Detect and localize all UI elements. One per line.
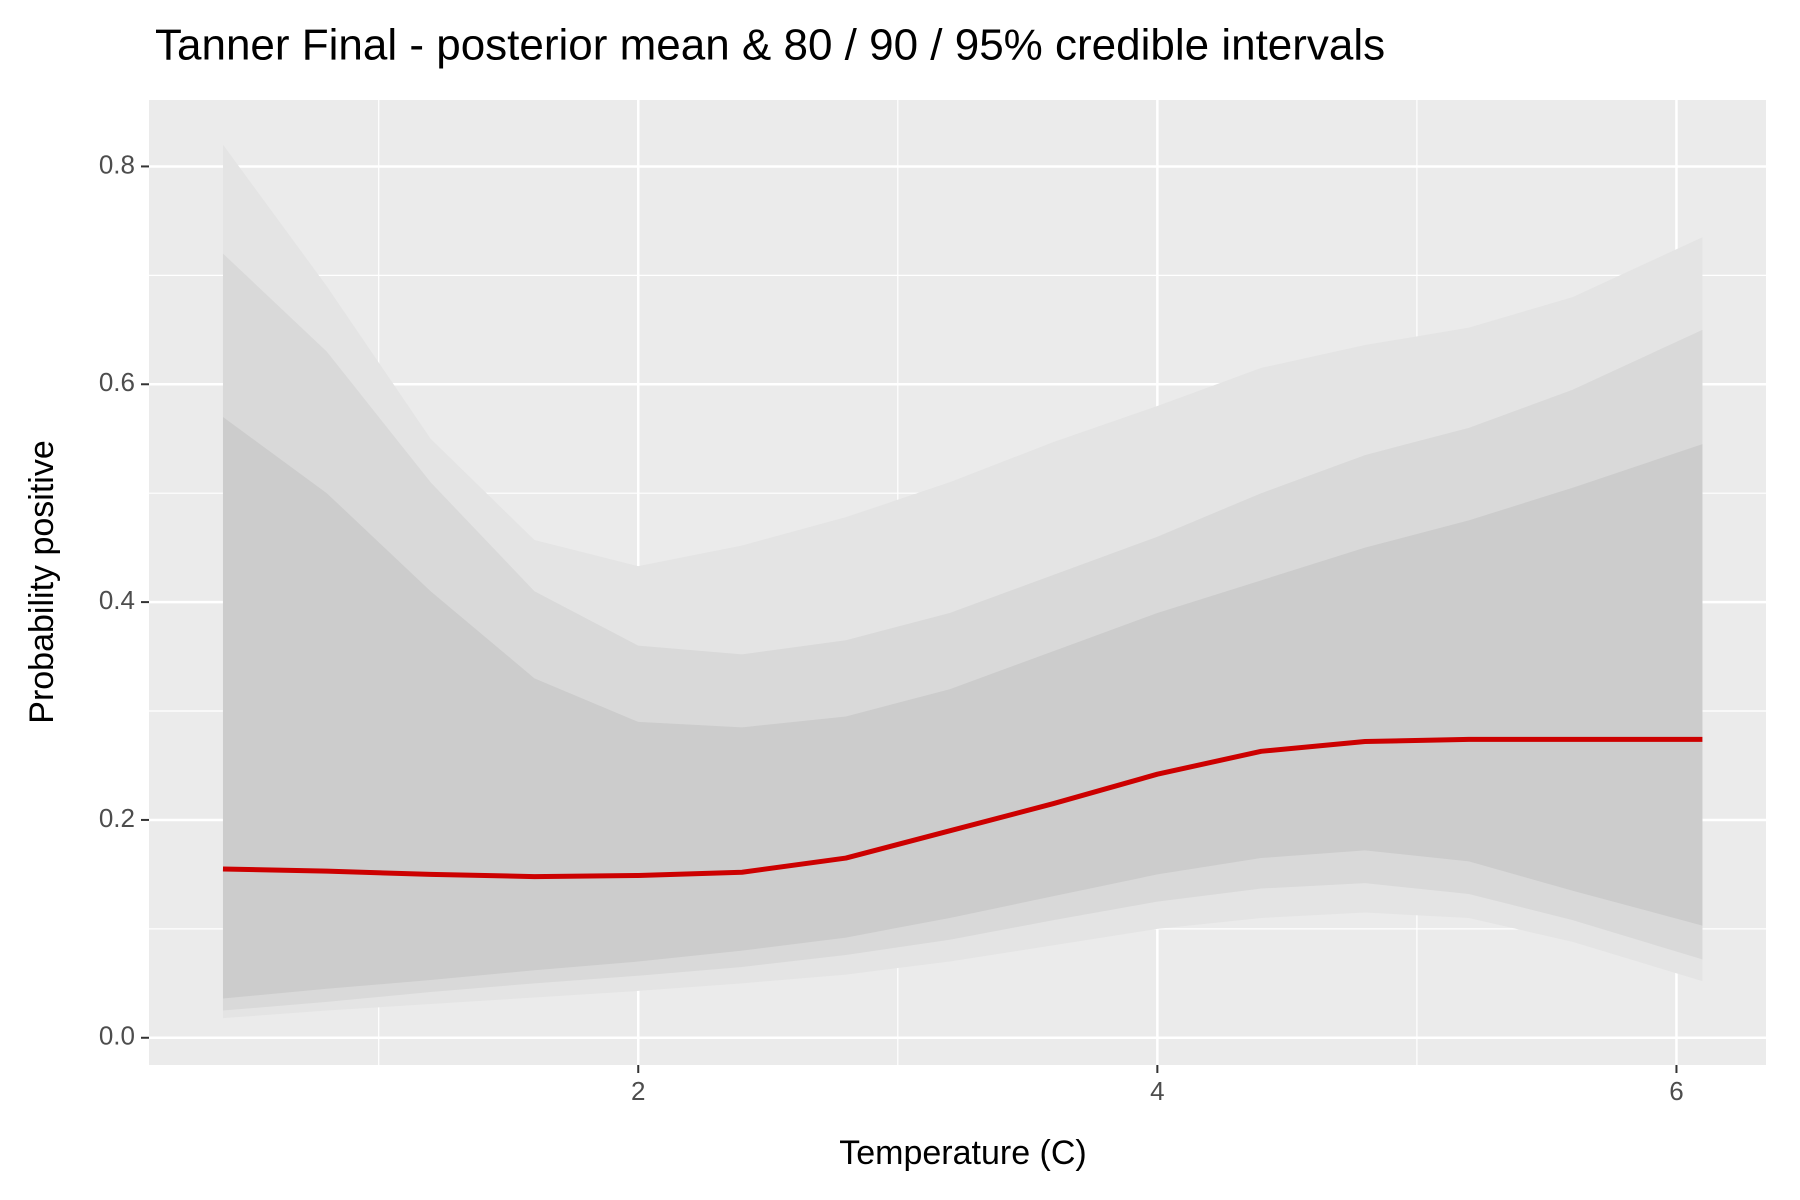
x-axis-label: Temperature (C) (839, 1134, 1087, 1172)
y-tick-label: 0.0 (99, 1021, 135, 1051)
mean-line (222, 736, 1703, 880)
y-axis-label: Probability positive (23, 440, 61, 723)
x-tick-label: 6 (1669, 1076, 1683, 1106)
x-tick-label: 2 (631, 1076, 645, 1106)
y-tick-label: 0.6 (99, 367, 135, 397)
chart-title: Tanner Final - posterior mean & 80 / 90 … (155, 21, 1385, 70)
y-tick-label: 0.8 (99, 149, 135, 179)
y-tick-label: 0.2 (99, 803, 135, 833)
x-tick-label: 4 (1150, 1076, 1164, 1106)
y-tick-label: 0.4 (99, 585, 135, 615)
credible-band (222, 416, 1703, 999)
